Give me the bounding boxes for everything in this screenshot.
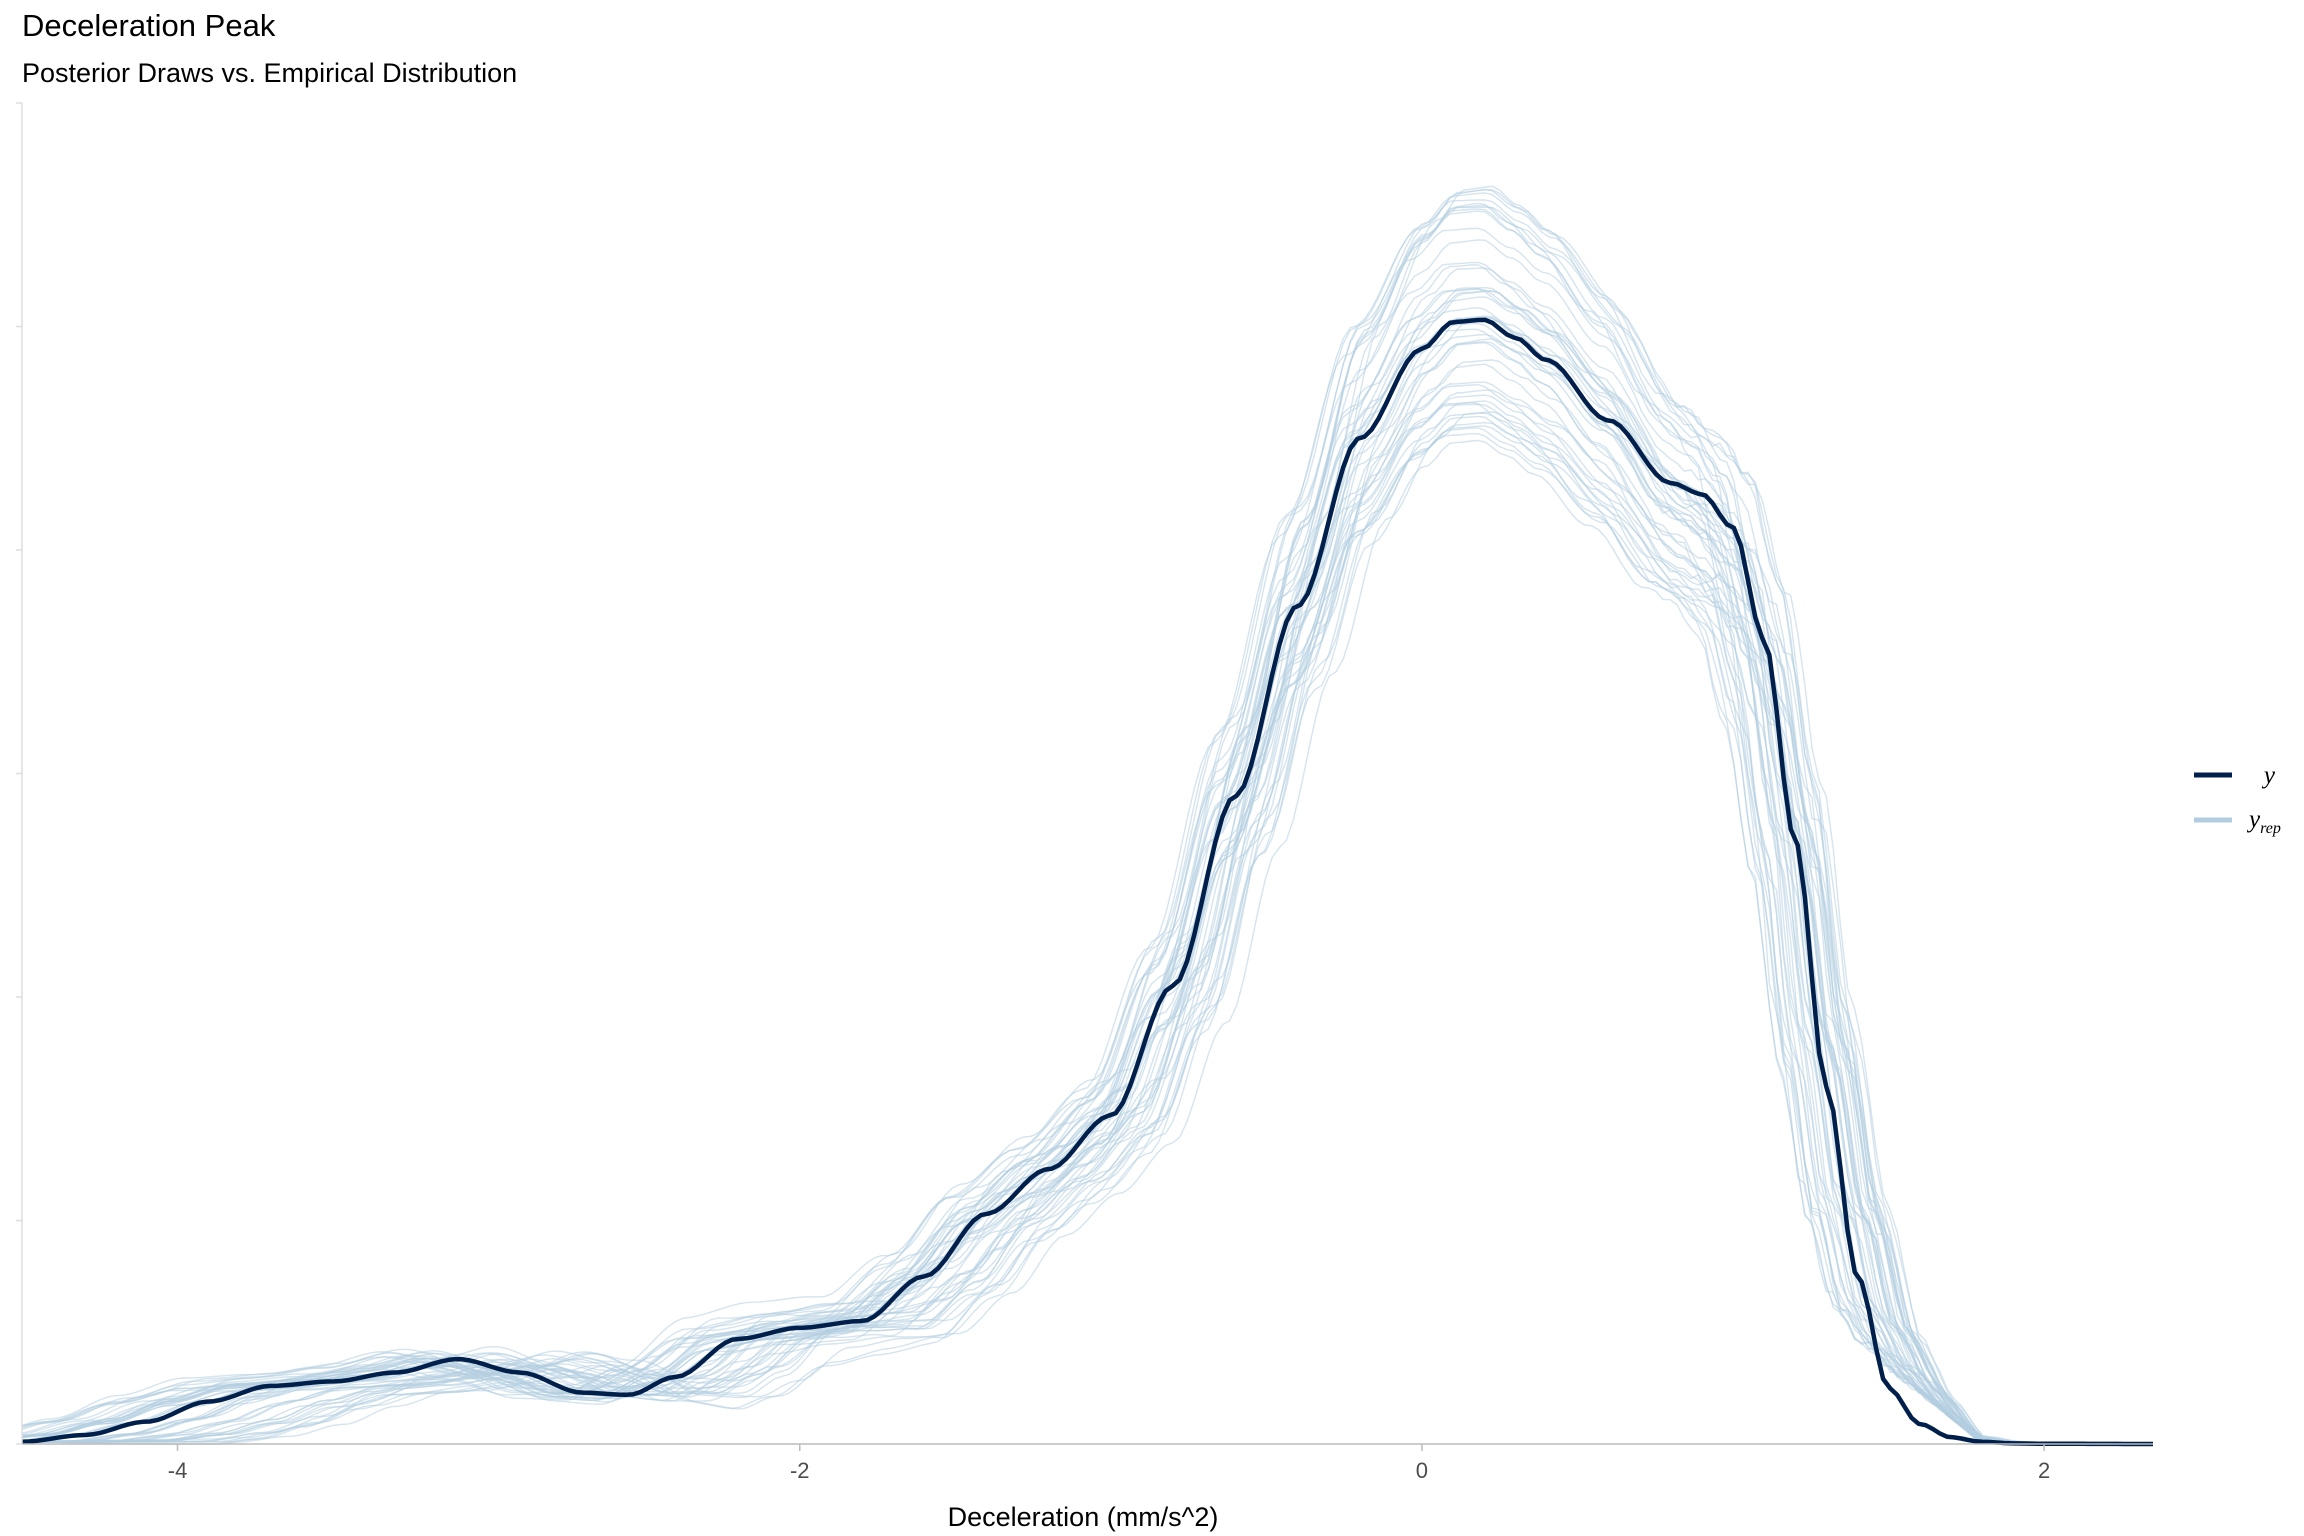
yrep-density-line (22, 193, 2153, 1444)
yrep-density-line (22, 288, 2153, 1444)
yrep-density-line (22, 240, 2153, 1444)
yrep-density-line (22, 206, 2153, 1444)
yrep-density-line (22, 289, 2153, 1444)
yrep-density-line (22, 190, 2153, 1444)
yrep-density-line (22, 209, 2153, 1444)
x-axis-ticks: -4 -2 0 2 (168, 1444, 2050, 1483)
x-axis-title: Deceleration (mm/s^2) (948, 1502, 1219, 1532)
yrep-density-line (22, 207, 2153, 1444)
yrep-density-line (22, 200, 2153, 1444)
x-tick-label: 2 (2038, 1458, 2050, 1483)
yrep-density-line (22, 186, 2153, 1444)
legend-yrep-label: yrep (2246, 806, 2281, 837)
yrep-density-line (22, 412, 2153, 1444)
yrep-density-line (22, 291, 2153, 1444)
legend: y yrep (2194, 762, 2281, 837)
yrep-density-line (22, 189, 2153, 1444)
legend-y-label: y (2261, 762, 2276, 789)
yrep-density-line (22, 297, 2153, 1444)
yrep-density-line (22, 289, 2153, 1444)
x-tick-label: -2 (790, 1458, 810, 1483)
x-tick-label: -4 (168, 1458, 188, 1483)
y-axis-ticks (16, 103, 22, 1444)
yrep-density-line (22, 211, 2153, 1444)
yrep-density-draws (22, 186, 2153, 1444)
yrep-density-line (22, 203, 2153, 1444)
yrep-density-line (22, 228, 2153, 1444)
yrep-density-line (22, 291, 2153, 1444)
x-tick-label: 0 (1416, 1458, 1428, 1483)
